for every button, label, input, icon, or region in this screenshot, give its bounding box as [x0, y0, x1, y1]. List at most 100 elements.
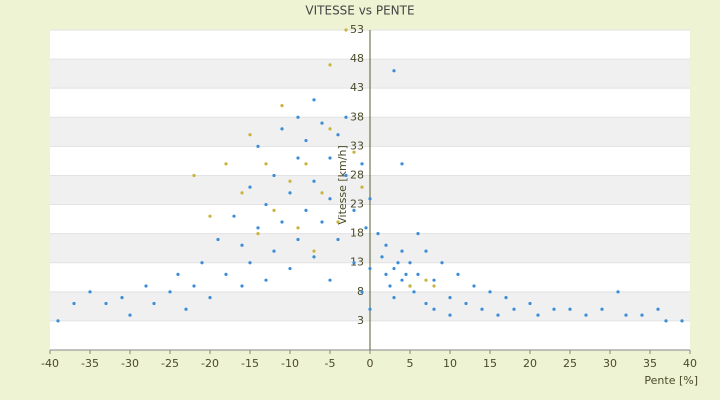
point [392, 296, 396, 300]
point [380, 255, 384, 259]
point [288, 179, 292, 183]
point [536, 313, 540, 317]
point [456, 272, 460, 276]
point [248, 261, 252, 265]
point [168, 290, 172, 294]
point [336, 133, 340, 137]
point [328, 156, 332, 160]
point [104, 301, 108, 306]
x-tick-label: 15 [483, 357, 497, 370]
point [392, 266, 396, 271]
point [376, 232, 380, 236]
point [368, 266, 372, 271]
point [336, 237, 340, 242]
point [296, 156, 300, 160]
point [472, 284, 476, 288]
y-tick-label: 33 [350, 139, 364, 152]
y-tick-label: 28 [350, 168, 364, 181]
point [312, 255, 316, 259]
y-tick-label: 18 [350, 227, 364, 240]
y-axis-title: Vitesse [km/h] [336, 145, 349, 225]
point [480, 307, 484, 311]
x-tick-label: -15 [241, 357, 259, 370]
y-tick-label: 48 [350, 52, 364, 65]
point [368, 307, 372, 311]
point [208, 296, 212, 300]
point [280, 127, 284, 131]
point [264, 162, 268, 166]
point [344, 173, 348, 178]
point [240, 191, 244, 195]
point [296, 226, 300, 230]
point [400, 278, 404, 282]
point [360, 162, 364, 166]
point [384, 272, 388, 276]
point [552, 307, 556, 311]
x-tick-label: 0 [367, 357, 374, 370]
point [328, 127, 332, 131]
point [120, 296, 124, 300]
point [424, 278, 428, 282]
point [184, 307, 188, 311]
point [512, 307, 516, 311]
point [368, 197, 372, 201]
point [288, 266, 292, 271]
point [352, 261, 356, 265]
point [384, 243, 388, 247]
point [364, 226, 368, 230]
point [360, 185, 364, 189]
point [280, 220, 284, 224]
point [232, 214, 236, 218]
point [328, 278, 332, 282]
x-tick-label: 5 [407, 357, 414, 370]
x-tick-label: -5 [325, 357, 336, 370]
point [352, 150, 356, 154]
point [312, 249, 316, 253]
point [488, 290, 492, 294]
x-tick-label: -25 [161, 357, 179, 370]
point [464, 301, 468, 306]
point [304, 208, 308, 212]
y-tick-label: 38 [350, 110, 364, 123]
chart-title: VITESSE vs PENTE [305, 4, 414, 18]
point [272, 173, 276, 178]
point [496, 313, 500, 317]
point [240, 284, 244, 288]
x-tick-label: -35 [81, 357, 99, 370]
point [408, 284, 412, 288]
point [248, 133, 252, 137]
point [224, 272, 228, 276]
point [264, 278, 268, 282]
point [404, 272, 408, 276]
point [224, 162, 228, 166]
point [248, 185, 252, 189]
point [584, 313, 588, 317]
point [296, 115, 300, 119]
point [328, 63, 332, 67]
point [396, 261, 400, 265]
x-tick-label: -10 [281, 357, 299, 370]
point [640, 313, 644, 317]
point [200, 261, 204, 265]
point [56, 319, 60, 323]
point [88, 290, 92, 294]
x-tick-label: 40 [683, 357, 697, 370]
point [416, 272, 420, 276]
point [320, 191, 324, 195]
point [388, 284, 392, 288]
point [328, 197, 332, 201]
point [280, 104, 284, 108]
point [504, 296, 508, 300]
point [336, 220, 340, 224]
point [400, 249, 404, 253]
point [288, 191, 292, 195]
point [392, 69, 396, 73]
x-tick-label: -40 [41, 357, 59, 370]
point [568, 307, 572, 311]
x-tick-label: -30 [121, 357, 139, 370]
point [408, 261, 412, 265]
point [360, 290, 364, 294]
point [144, 284, 148, 288]
point [304, 138, 308, 143]
